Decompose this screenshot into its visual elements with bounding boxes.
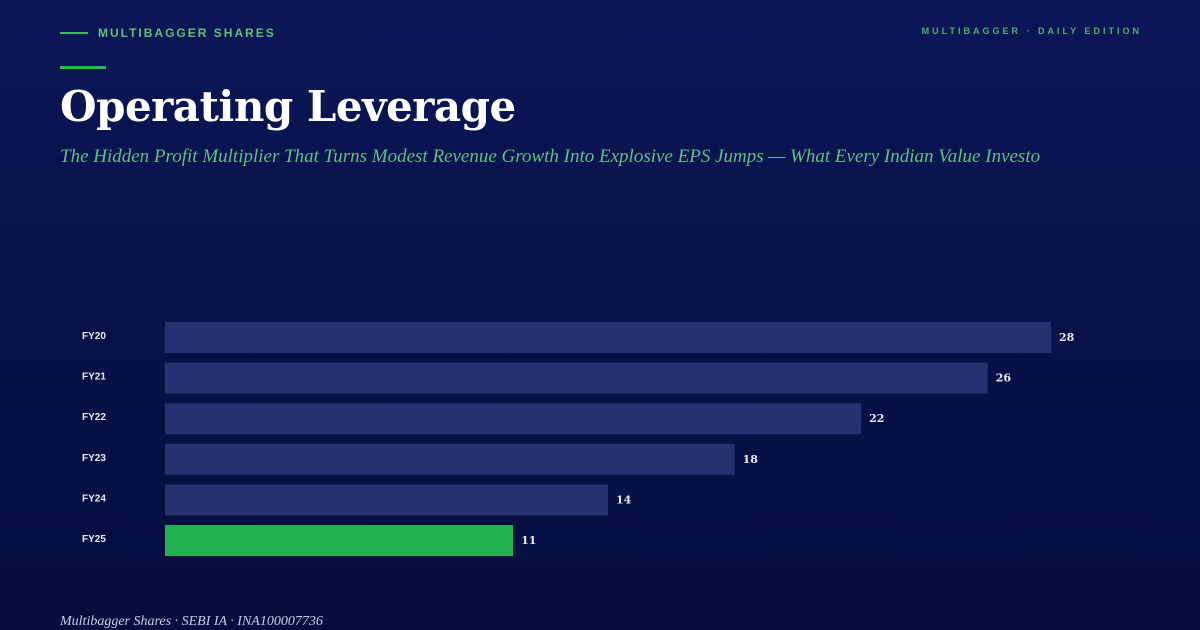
bar-fy23 xyxy=(165,443,735,475)
brand-dash-decoration xyxy=(60,32,88,34)
bar-fy21 xyxy=(165,362,988,394)
bar-fy20 xyxy=(165,322,1051,353)
category-label-fy22: FY22 xyxy=(82,412,106,423)
category-label-fy24: FY24 xyxy=(82,493,106,504)
footer-credit: Multibagger Shares · SEBI IA · INA100007… xyxy=(60,614,323,629)
edition-label: MULTIBAGGER · DAILY EDITION xyxy=(921,26,1142,36)
category-label-fy21: FY21 xyxy=(82,372,106,383)
bar-fy24 xyxy=(165,484,608,516)
value-label-fy25: 11 xyxy=(521,534,536,547)
value-label-fy20: 28 xyxy=(1059,331,1075,344)
brand-name: MULTIBAGGER SHARES xyxy=(98,26,276,40)
title-accent-rule xyxy=(60,66,106,69)
value-label-fy22: 22 xyxy=(869,412,884,425)
page-title: Operating Leverage xyxy=(60,82,516,131)
value-label-fy23: 18 xyxy=(743,453,759,466)
bar-fy22 xyxy=(165,403,862,435)
category-label-fy23: FY23 xyxy=(82,453,106,464)
value-label-fy24: 14 xyxy=(616,493,632,506)
brand-header: MULTIBAGGER SHARES xyxy=(60,26,276,40)
page-subtitle: The Hidden Profit Multiplier That Turns … xyxy=(60,146,1041,167)
bar-fy25 xyxy=(165,525,514,556)
category-label-fy25: FY25 xyxy=(82,534,106,545)
value-label-fy21: 26 xyxy=(996,372,1012,385)
category-label-fy20: FY20 xyxy=(82,331,106,342)
